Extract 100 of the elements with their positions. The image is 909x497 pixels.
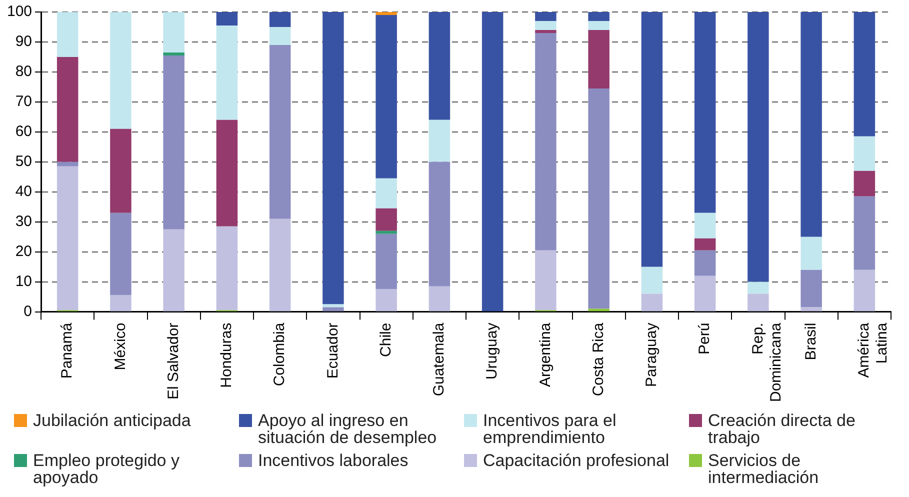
legend-label: Capacitación profesional [483, 451, 670, 470]
x-tick-label: México [112, 322, 129, 370]
x-tick-label: América Latina [856, 322, 891, 378]
bar [269, 218, 291, 312]
bar [535, 12, 556, 21]
y-tick-label: 30 [15, 213, 32, 230]
bar [376, 289, 397, 312]
x-tick-label: Ecuador [324, 322, 342, 379]
bar [854, 270, 876, 312]
bar [588, 30, 610, 88]
bar [854, 170, 876, 196]
bar [269, 26, 291, 45]
bar [588, 88, 610, 309]
bar [56, 56, 78, 162]
bar [163, 55, 184, 230]
bar [216, 25, 238, 120]
bar [482, 12, 504, 312]
bar [854, 136, 876, 171]
y-tick-label: 70 [15, 93, 32, 110]
y-tick-label: 100 [6, 3, 32, 20]
y-tick-label: 50 [15, 153, 32, 170]
x-tick-label: Guatemala [430, 322, 448, 396]
legend-label: Incentivos laborales [258, 451, 410, 470]
bar [800, 307, 822, 312]
bar [535, 30, 556, 33]
bar [376, 178, 397, 208]
bar [56, 162, 78, 166]
y-tick-label: 40 [15, 183, 32, 200]
y-tick-label: 10 [15, 272, 32, 290]
bar [56, 166, 78, 310]
bar [535, 250, 556, 310]
x-tick-label: Colombia [271, 322, 288, 386]
bar [694, 212, 716, 238]
bar [322, 12, 344, 304]
bar [376, 234, 397, 290]
legend-label: Jubilación anticipada [33, 411, 192, 430]
bar [535, 20, 556, 30]
x-tick-label: Costa Rica [590, 322, 607, 396]
bar [376, 208, 397, 231]
legend-label: Incentivos para el emprendimiento [483, 411, 618, 447]
bar [428, 120, 450, 162]
bar [163, 229, 184, 312]
bar [376, 12, 397, 15]
bar [110, 128, 132, 213]
bar [588, 20, 610, 30]
bar [694, 276, 716, 312]
x-tick-label: Argentina [536, 322, 554, 388]
bar [694, 250, 716, 276]
bar [800, 270, 822, 308]
bar [748, 282, 769, 294]
y-tick-label: 0 [24, 302, 32, 320]
bar [641, 294, 663, 312]
bar [269, 44, 291, 219]
legend-label: Servicios de intermediación [708, 451, 820, 487]
bar [641, 12, 663, 267]
x-tick-label: Honduras [218, 322, 236, 388]
bar [854, 196, 876, 270]
bar [216, 120, 238, 226]
bar [428, 286, 450, 312]
bar [428, 12, 450, 120]
x-tick-label: Perú [696, 322, 714, 354]
x-tick-label: Rep. Dominicana [749, 322, 784, 402]
bar [269, 12, 291, 27]
x-tick-label: Chile [377, 322, 394, 357]
bar [800, 236, 822, 270]
bar [110, 12, 132, 129]
bar [216, 226, 238, 310]
bar [110, 295, 132, 312]
y-tick-label: 60 [15, 123, 32, 140]
legend-label: Empleo protegido y apoyado [33, 451, 180, 487]
bar [110, 212, 132, 296]
bar [748, 294, 769, 312]
bar [588, 308, 610, 312]
x-tick-label: El Salvador [164, 322, 182, 400]
bar [428, 162, 450, 286]
bar [854, 12, 876, 136]
x-tick-label: Panamá [58, 322, 76, 379]
bar [376, 15, 397, 178]
bar [748, 12, 769, 282]
bar [163, 52, 184, 56]
bar [694, 238, 716, 250]
x-tick-label: Brasil [802, 322, 820, 360]
y-tick-label: 80 [15, 63, 32, 80]
bar [588, 12, 610, 21]
bar [800, 12, 822, 237]
y-tick-label: 20 [15, 242, 32, 260]
bar [535, 32, 556, 250]
y-tick-label: 90 [15, 33, 32, 50]
x-tick-label: Paraguay [643, 322, 660, 388]
bar [641, 266, 663, 294]
bar [694, 12, 716, 213]
bar [322, 304, 344, 308]
bar [216, 12, 238, 26]
bar [322, 307, 344, 312]
x-tick-label: Uruguay [484, 322, 501, 380]
bar [56, 12, 78, 57]
legend-label: Creación directa de trabajo [708, 411, 856, 447]
legend-label: Apoyo al ingreso en situación de desempleo [258, 411, 438, 447]
bar [376, 230, 397, 234]
bar [163, 12, 184, 52]
